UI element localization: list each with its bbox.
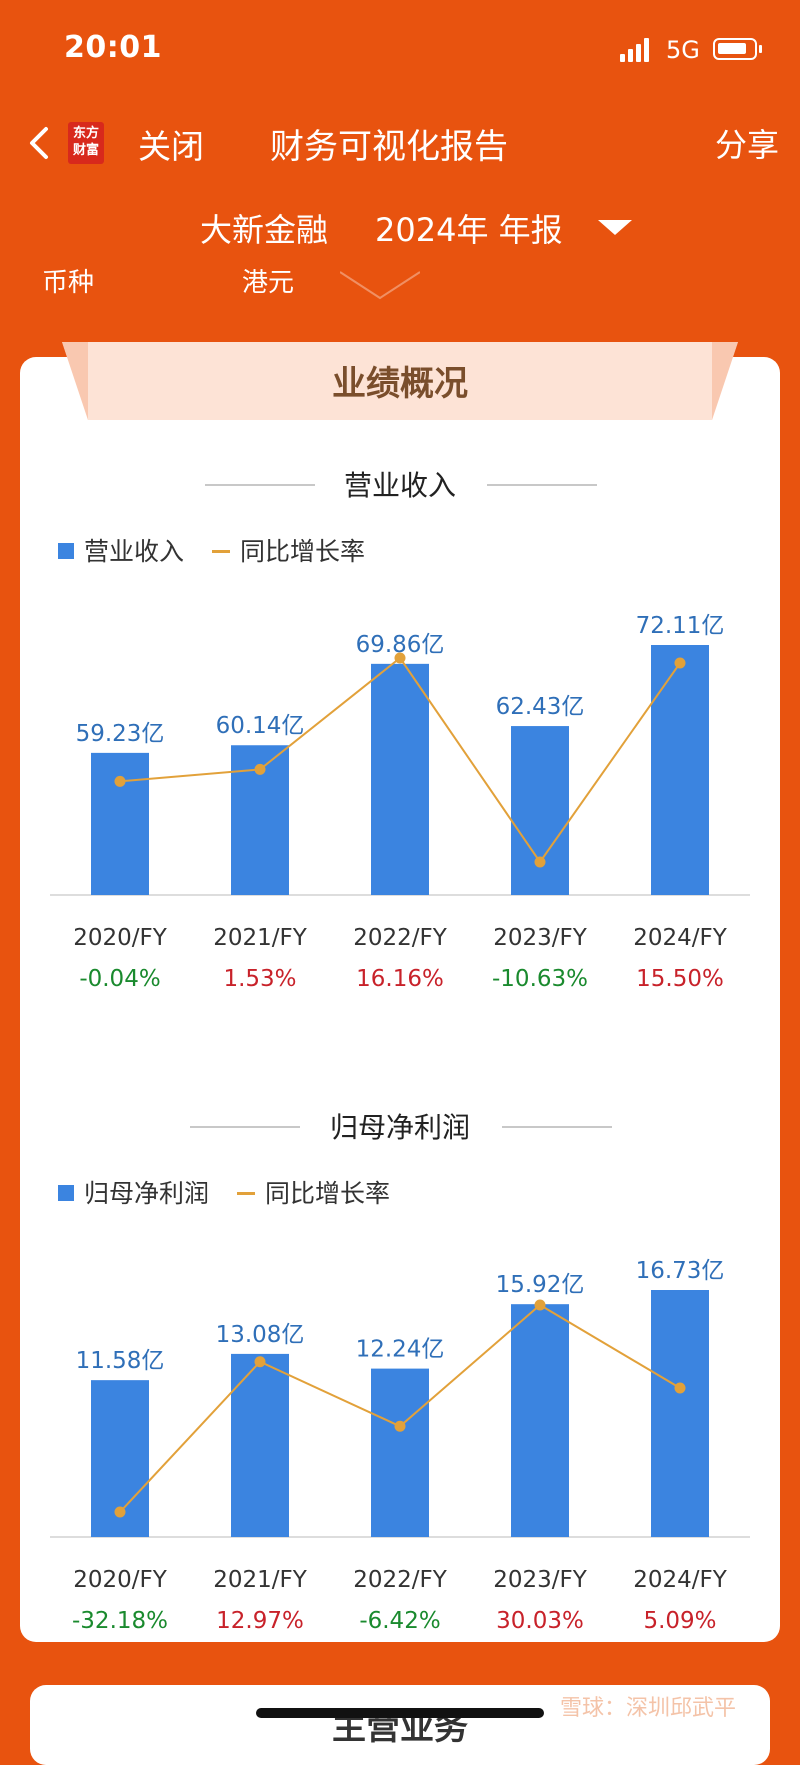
yoy-point-2021/FY[interactable] bbox=[254, 763, 266, 775]
app-logo: 东方财富 bbox=[68, 122, 104, 164]
year-label: 2023/FY bbox=[493, 1567, 587, 1593]
bar-value-label: 12.24亿 bbox=[356, 1337, 445, 1363]
yoy-value-label: -6.42% bbox=[359, 1608, 441, 1634]
legend-label-line: 同比增长率 bbox=[240, 537, 366, 566]
status-bar: 20:01 5G bbox=[0, 0, 800, 100]
bar-value-label: 72.11亿 bbox=[636, 613, 725, 639]
yoy-point-2020/FY[interactable] bbox=[114, 1506, 126, 1518]
currency-label: 币种 bbox=[42, 268, 95, 298]
legend-label-line: 同比增长率 bbox=[265, 1179, 391, 1208]
chart-legend-revenue: 营业收入 同比增长率 bbox=[58, 532, 365, 568]
status-time: 20:01 bbox=[64, 30, 162, 65]
bar-2022/FY[interactable] bbox=[371, 1368, 429, 1537]
currency-value: 港元 bbox=[242, 268, 295, 298]
yoy-value-label: 15.50% bbox=[636, 966, 724, 992]
yoy-point-2023/FY[interactable] bbox=[534, 856, 546, 868]
page-title: 财务可视化报告 bbox=[270, 127, 508, 167]
year-label: 2023/FY bbox=[493, 925, 587, 951]
chart-legend-profit: 归母净利润 同比增长率 bbox=[58, 1174, 390, 1210]
yoy-value-label: 30.03% bbox=[496, 1608, 584, 1634]
back-icon[interactable] bbox=[20, 123, 60, 163]
bar-2024/FY[interactable] bbox=[651, 1290, 709, 1537]
bar-value-label: 16.73亿 bbox=[636, 1258, 725, 1284]
bar-2021/FY[interactable] bbox=[231, 1353, 289, 1537]
bar-value-label: 60.14亿 bbox=[216, 713, 305, 739]
bar-value-label: 13.08亿 bbox=[216, 1322, 305, 1348]
chevron-down-icon[interactable] bbox=[598, 220, 632, 235]
legend-swatch-line bbox=[237, 1191, 256, 1195]
yoy-point-2024/FY[interactable] bbox=[674, 657, 686, 669]
profit-chart: 11.58亿 13.08亿 12.24亿 15.92亿 16.73亿 bbox=[50, 1258, 750, 1538]
decoration-icon bbox=[340, 271, 420, 300]
yoy-point-2022/FY[interactable] bbox=[394, 1420, 406, 1432]
yoy-point-2020/FY[interactable] bbox=[114, 775, 126, 787]
nav-bar: 东方财富 关闭 财务可视化报告 分享 bbox=[0, 105, 800, 180]
yoy-value-label: -0.04% bbox=[79, 966, 161, 992]
yoy-value-label: -10.63% bbox=[492, 966, 588, 992]
section-title: 业绩概况 bbox=[332, 364, 468, 404]
yoy-point-2022/FY[interactable] bbox=[394, 652, 406, 664]
yoy-value-label: 16.16% bbox=[356, 966, 444, 992]
yoy-value-label: -32.18% bbox=[72, 1608, 168, 1634]
yoy-point-2021/FY[interactable] bbox=[254, 1356, 266, 1368]
bar-value-label: 59.23亿 bbox=[76, 721, 165, 747]
home-indicator[interactable] bbox=[256, 1708, 544, 1718]
chart-title-revenue: 营业收入 bbox=[0, 464, 800, 504]
watermark: 雪球：深圳邱武平 bbox=[560, 1696, 737, 1721]
section-banner bbox=[62, 342, 738, 420]
chart-title-text: 营业收入 bbox=[343, 469, 456, 502]
legend-label-bar: 营业收入 bbox=[84, 537, 185, 566]
legend-swatch-bar bbox=[58, 543, 74, 559]
battery-icon bbox=[713, 38, 762, 60]
chart-title-profit: 归母净利润 bbox=[0, 1106, 800, 1146]
year-label: 2024/FY bbox=[633, 1567, 727, 1593]
yoy-point-2024/FY[interactable] bbox=[674, 1382, 686, 1394]
close-button[interactable]: 关闭 bbox=[138, 127, 204, 166]
network-type: 5G bbox=[666, 36, 700, 64]
bar-2022/FY[interactable] bbox=[371, 663, 429, 895]
year-label: 2022/FY bbox=[353, 925, 447, 951]
signal-icon bbox=[620, 38, 654, 62]
yoy-value-label: 12.97% bbox=[216, 1608, 304, 1634]
profit-year-labels: 2020/FY 2021/FY 2022/FY 2023/FY 2024/FY bbox=[0, 1567, 800, 1599]
legend-swatch-line bbox=[212, 549, 231, 553]
year-label: 2022/FY bbox=[353, 1567, 447, 1593]
year-label: 2020/FY bbox=[73, 925, 167, 951]
bar-value-label: 62.43亿 bbox=[496, 694, 585, 720]
bar-2023/FY[interactable] bbox=[511, 1304, 569, 1537]
legend-label-bar: 归母净利润 bbox=[84, 1179, 210, 1208]
company-name: 大新金融 bbox=[200, 211, 329, 249]
bar-value-label: 15.92亿 bbox=[496, 1272, 585, 1298]
year-label: 2024/FY bbox=[633, 925, 727, 951]
yoy-point-2023/FY[interactable] bbox=[534, 1299, 546, 1311]
year-label: 2020/FY bbox=[73, 1567, 167, 1593]
report-period: 2024年 年报 bbox=[375, 211, 563, 249]
chart-title-text: 归母净利润 bbox=[329, 1111, 470, 1144]
bar-value-label: 11.58亿 bbox=[76, 1348, 165, 1374]
yoy-value-label: 1.53% bbox=[223, 966, 297, 992]
legend-swatch-bar bbox=[58, 1185, 74, 1201]
bar-2024/FY[interactable] bbox=[651, 645, 709, 895]
year-label: 2021/FY bbox=[213, 1567, 307, 1593]
profit-yoy-labels: -32.18% 12.97% -6.42% 30.03% 5.09% bbox=[0, 1608, 800, 1640]
revenue-yoy-labels: -0.04% 1.53% 16.16% -10.63% 15.50% bbox=[0, 966, 800, 998]
share-button[interactable]: 分享 bbox=[715, 126, 780, 164]
year-label: 2021/FY bbox=[213, 925, 307, 951]
yoy-value-label: 5.09% bbox=[643, 1608, 717, 1634]
revenue-year-labels: 2020/FY 2021/FY 2022/FY 2023/FY 2024/FY bbox=[0, 925, 800, 957]
